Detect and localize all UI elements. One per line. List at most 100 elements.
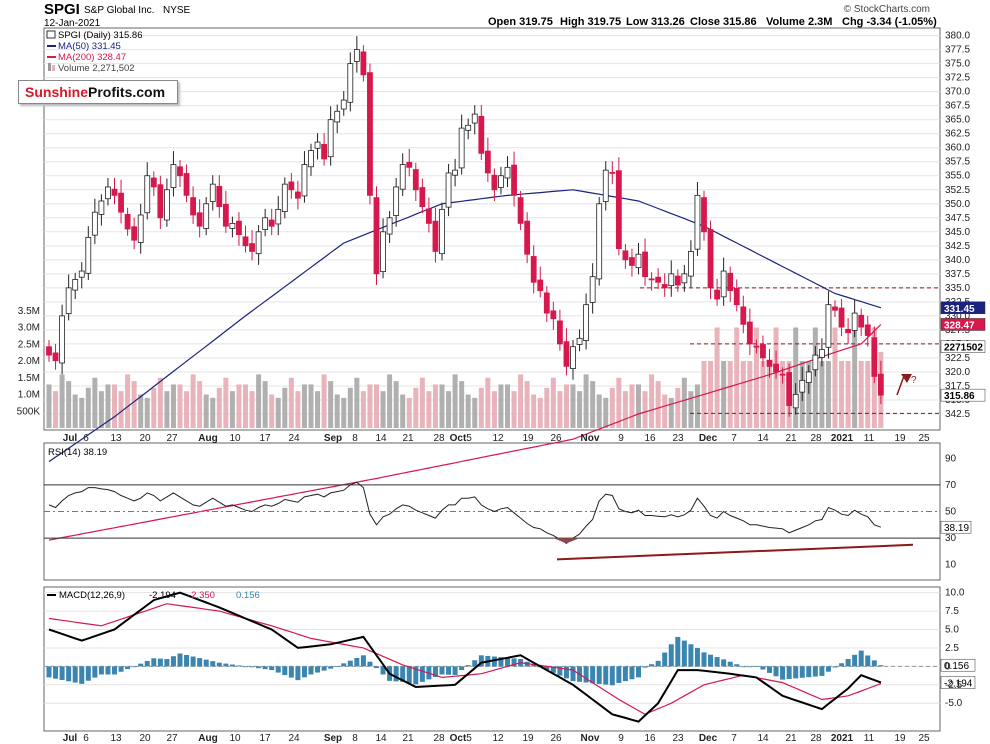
volume-bar [112,384,117,428]
candle [308,143,314,176]
volume-bar [616,377,622,428]
candle [786,363,793,417]
candle [445,163,452,217]
candle-body [812,354,819,371]
macd-histogram-bar [655,660,661,667]
volume-bar [524,381,530,428]
rsi-legend: RSI(14) 38.19 [48,447,107,458]
price-grid [44,35,940,415]
macd-histogram-bar [557,666,563,676]
x-tick-label: 14 [757,433,769,444]
macd-histogram [46,636,884,686]
candle-body [753,345,760,348]
candle-body [714,289,720,300]
candle-body [524,220,531,255]
volume-bar [98,391,104,428]
macd-tick-label: -2.5 [945,680,963,691]
x-tick-label: 13 [110,433,122,444]
macd-histogram-bar [714,657,720,667]
candle-body [504,166,511,179]
candle [163,178,170,227]
candle-body [399,164,406,190]
candle [111,177,118,205]
candle-body [655,276,662,283]
macd-histogram-bar [563,666,569,679]
rsi-trendline [556,543,914,561]
candle [583,293,589,350]
volume-bar [740,361,746,428]
candle-body [72,279,79,291]
macd-panel-frame [43,586,941,732]
candle [137,203,144,254]
volume-bar [72,394,78,428]
candle-body [209,183,216,202]
candle [170,151,177,197]
macd-histogram-bar [328,666,334,669]
volume-bar [858,361,864,428]
macd-histogram-bar [721,659,727,667]
candle [543,286,550,323]
x-tick-label: 7 [731,433,737,444]
candle [714,278,720,306]
volume-bar [636,384,641,428]
candle [419,178,426,214]
macd-histogram-bar [629,666,635,680]
macd-histogram-bar [544,666,550,671]
x-tick-label: 19 [894,433,906,444]
macd-histogram-bar [374,666,379,669]
macd-histogram-bar [177,653,183,667]
macd-histogram-bar [203,659,209,667]
candle-body [864,324,871,336]
x-tick-label: 25 [918,733,930,744]
candle-body [530,256,537,283]
candle-body [163,189,170,221]
watermark: © StockCharts.com [844,4,930,15]
candle [661,273,668,297]
macd-histogram-bar [603,666,609,685]
candle [465,118,472,140]
candle [478,105,485,161]
volume-bar [197,381,203,428]
price-hlines [640,287,940,414]
candle-body [65,287,72,315]
x-axis-macd: Jul 6 13 20 27 Aug 10 17 24 Sep 8 14 21 28 Oct 5 12 19 26 N… [63,733,930,744]
x-tick-label: 26 [550,733,562,744]
candle-body [707,229,714,289]
x-tick-label: 12 [492,433,504,444]
macd-histogram-bar [334,666,340,667]
volume-bar [662,394,668,428]
macd-histogram-bar [256,666,262,669]
candle [380,218,386,279]
rsi-tick-label: 10 [945,560,957,571]
x-tick-label: 12 [492,733,504,744]
candle-body [308,150,314,168]
macd-lines: 0.156 -2.194 [48,591,976,723]
macd-histogram-bar [236,665,242,667]
x-tick-label: 21 [785,733,797,744]
candle [144,162,151,220]
histogram-value: 0.156 [236,590,260,601]
candle [209,175,216,211]
macd-histogram-bar [478,655,484,667]
x-tick-label: 10 [229,733,241,744]
rsi-tick-label: 70 [945,480,957,491]
volume-bar [216,387,222,428]
volume-bar [138,394,144,428]
macd-histogram-bar [347,660,353,667]
macd-histogram-bar [216,662,222,667]
volume-bar [92,377,98,428]
candle [622,244,629,269]
volume-bar [819,361,825,428]
candle [98,194,105,226]
candle-body [124,214,131,230]
candle-body [557,320,563,345]
candle [327,106,334,166]
macd-histogram-bar [432,666,438,677]
candle [674,269,681,292]
price-tick-label: 380.0 [945,31,970,42]
candle [746,308,753,356]
macd-histogram-bar [85,666,91,681]
macd-histogram-bar [760,666,766,670]
volume-bar [125,374,131,428]
x-tick-label: 28 [433,733,445,744]
